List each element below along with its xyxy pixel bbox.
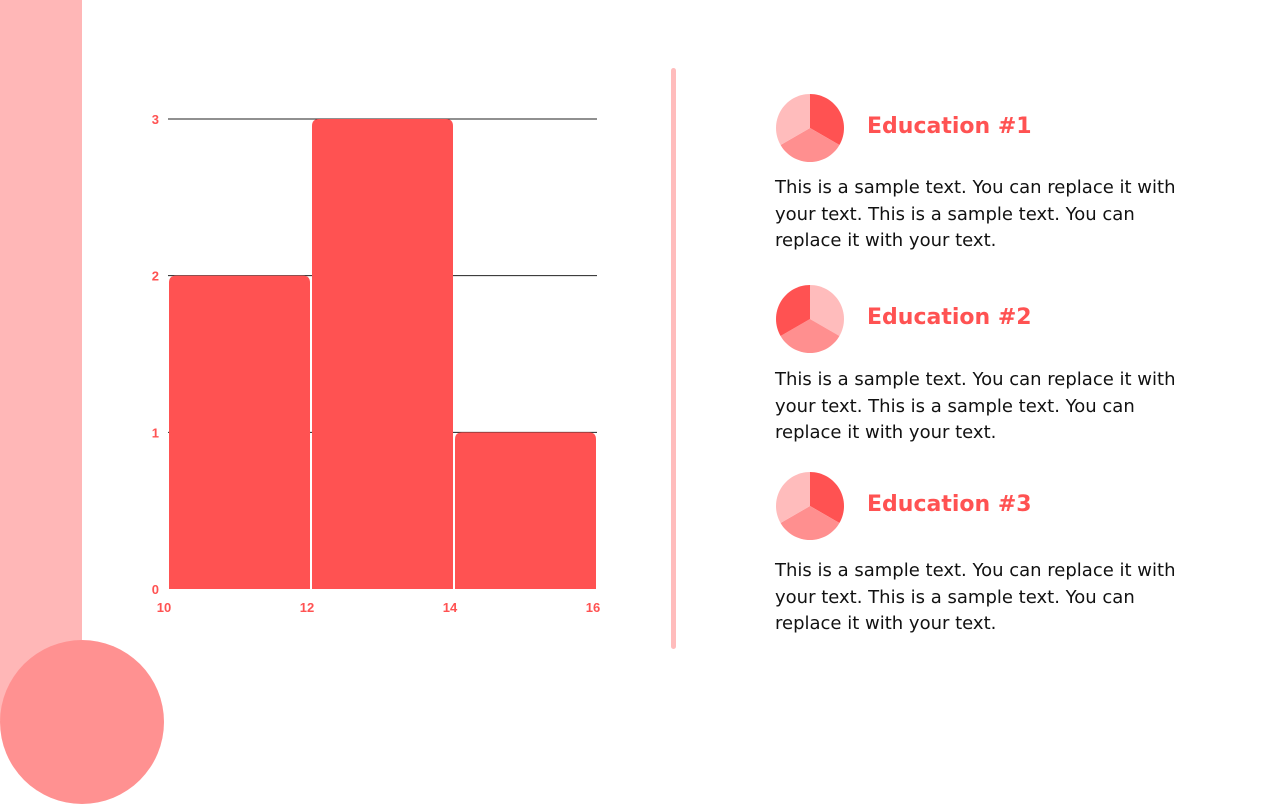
education-description: This is a sample text. You can replace i… xyxy=(775,369,1176,443)
histogram-bar xyxy=(312,119,453,589)
pie-slice xyxy=(776,472,810,523)
pie-chart-icon xyxy=(776,472,844,540)
pie-slice xyxy=(776,285,810,336)
pie-slice xyxy=(780,128,840,162)
bar-layer xyxy=(169,119,596,589)
pie-slice xyxy=(780,319,840,353)
pie-chart-icon xyxy=(776,285,844,353)
education-title: Education #2 xyxy=(867,305,1032,330)
x-tick-label: 14 xyxy=(443,600,458,615)
corner-decorative-circle xyxy=(0,640,164,804)
education-description: This is a sample text. You can replace i… xyxy=(775,177,1176,251)
x-tick-label: 12 xyxy=(300,600,314,615)
pie-chart-icon xyxy=(776,94,844,162)
education-description: This is a sample text. You can replace i… xyxy=(775,560,1176,634)
education-title: Education #1 xyxy=(867,114,1032,139)
y-tick-label: 3 xyxy=(152,112,159,127)
education-item-2: Education #2 This is a sample text. You … xyxy=(775,284,1205,447)
pie-slice xyxy=(810,94,844,145)
x-tick-label: 10 xyxy=(157,600,171,615)
pie-slice xyxy=(776,94,810,145)
left-side-band xyxy=(0,0,82,720)
y-tick-label: 2 xyxy=(152,269,159,284)
pie-slice xyxy=(810,285,844,336)
pie-slice xyxy=(810,472,844,523)
y-tick-labels: 0 1 2 3 xyxy=(152,112,159,597)
education-title: Education #3 xyxy=(867,492,1032,517)
x-tick-label: 16 xyxy=(586,600,600,615)
histogram-bar xyxy=(455,432,596,589)
education-item-3: Education #3 This is a sample text. You … xyxy=(775,471,1205,638)
education-item-1: Education #1 This is a sample text. You … xyxy=(775,93,1205,255)
pie-slice xyxy=(780,506,840,540)
y-tick-label: 1 xyxy=(152,425,159,440)
vertical-divider xyxy=(671,68,676,649)
y-tick-label: 0 xyxy=(152,582,159,597)
x-tick-labels: 10 12 14 16 xyxy=(157,600,600,615)
histogram-bar xyxy=(169,275,310,589)
